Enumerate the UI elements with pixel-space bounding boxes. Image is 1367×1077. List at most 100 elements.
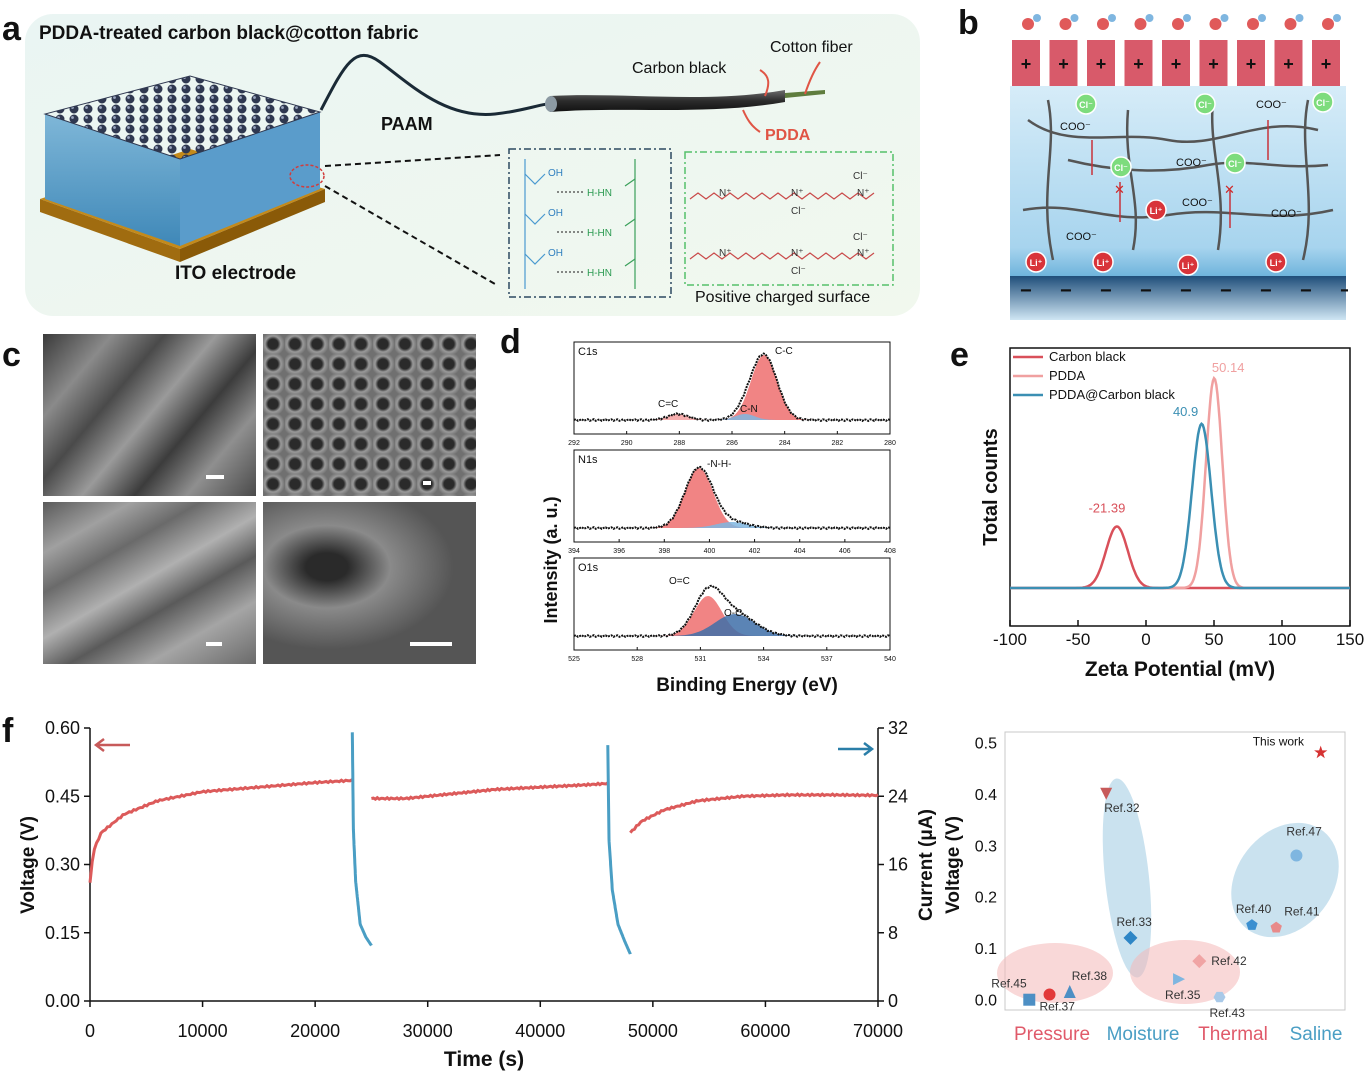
minus-sign: − [1100,280,1112,302]
n-plus-label-3: N⁺ [857,188,870,199]
comparison-point [1213,991,1226,1003]
comparison-point-label: Ref.41 [1284,905,1320,919]
f-ticks: 0 10000 20000 30000 40000 50000 60000 70000 0.00… [45,718,908,1041]
xps-c1s-subplot: C1s 292 290 288 286 284 282 280 C-C C=C C-N [568,341,896,447]
plus-sign: + [1283,54,1294,74]
zeta-legend-label: Carbon black [1049,349,1126,364]
xps-tick-label: 286 [726,440,738,447]
comparison-y-tick-label: 0.5 [975,735,997,752]
comparison-y-tick-label: 0.4 [975,787,997,804]
plus-sign: + [1058,54,1069,74]
xps-peak-label: O-C [724,608,742,619]
chloride-ion-label: Cl⁻ [1079,100,1093,110]
hhn-label-2: H-HN [587,228,612,239]
lithium-ion-label: Li⁺ [1097,258,1110,268]
zeta-curves: -21.39 50.14 40.9 [1010,360,1350,590]
zeta-tick-label: 50 [1205,630,1224,649]
comparison-point-label: Ref.45 [991,977,1027,991]
comparison-y-tick-label: 0.0 [975,993,997,1010]
f-x-tick-label: 40000 [515,1021,565,1041]
minus-sign: − [1020,280,1032,302]
pdda-chain-structure [689,192,875,260]
water-molecule [1284,18,1297,30]
cl-label-1: Cl⁻ [853,171,868,182]
category-saline: Saline [1290,1024,1343,1045]
chloride-ion [1312,91,1334,113]
minus-sign: − [1180,280,1192,302]
pdda-label: PDDA [765,127,811,144]
xps-tick-label: 398 [658,548,670,555]
comparison-point [1314,745,1328,759]
water-molecule [1134,18,1147,30]
hhn-label-3: H-HN [587,268,612,279]
block-x-2: ✕ [1224,182,1235,197]
lithium-ion [1265,251,1287,273]
minus-sign: − [1340,280,1348,302]
comparison-point-label: Ref.33 [1116,915,1152,929]
chloride-ion [1194,93,1216,115]
comparison-y-ticks: 0.0 0.1 0.2 0.3 0.4 0.5 [975,735,997,1009]
n-plus-label-4: N⁺ [719,248,732,259]
comparison-points: Ref.45 Ref.37 Ref.38 Ref.32 Ref.33 Ref.35 Ref.… [991,735,1328,1020]
sem-scale-bar-1 [206,475,224,479]
comparison-point-label: Ref.35 [1165,988,1201,1002]
right-axis-arrow [838,742,875,756]
n-plus-label-1: N⁺ [719,188,732,199]
minus-sign: − [1060,280,1072,302]
coated-fiber [545,90,825,112]
f-yr-tick-label: 0 [888,991,898,1011]
blocked-migration-arrows [1091,120,1269,228]
panel-f-comparison-chart: Voltage (V) 0.00.10.20.30.40.5 Ref.45Ref… [943,731,1346,1045]
lithium-ion [1092,251,1114,273]
chloride-ion-label: Cl⁻ [1198,100,1212,110]
xps-subplot-title: N1s [578,454,598,466]
cotton-arrow [804,61,821,95]
chloride-ion [1224,152,1246,174]
water-molecule [1209,18,1222,30]
xps-subplot-title: O1s [578,562,599,574]
coo-groups: COO⁻ COO⁻ COO⁻ COO⁻ COO⁻ COO⁻ [1060,99,1302,243]
cl-label-4: Cl⁻ [791,266,806,277]
current-line [606,745,632,955]
plus-sign: + [1208,54,1219,74]
f-yl-tick-label: 0.00 [45,991,80,1011]
chloride-ion-label: Cl⁻ [1228,159,1242,169]
f-yl-tick-label: 0.30 [45,855,80,875]
panel-e-zeta-chart: Total counts Zeta Potential (mV) -100 -50… [980,347,1364,681]
hydrogen-bond-structure [524,159,636,289]
xps-ylabel: Intensity (a. u.) [541,496,561,623]
f-x-tick-label: 60000 [740,1021,790,1041]
plus-sign: + [1246,54,1257,74]
positive-block [1087,40,1115,86]
comparison-point-label: Ref.32 [1104,801,1140,815]
chloride-ion [1075,93,1097,115]
comparison-point-label: Ref.37 [1040,1000,1076,1014]
panel-a-title: PDDA-treated carbon black@cotton fabric [39,23,419,44]
category-moisture: Moisture [1107,1024,1180,1045]
f-yl-tick-label: 0.60 [45,718,80,738]
coo-label: COO⁻ [1176,157,1207,169]
xps-tick-label: 531 [695,656,707,663]
comparison-point-label: Ref.47 [1286,825,1322,839]
zeta-plot-frame [1009,347,1351,627]
water-molecule-h [1108,14,1116,22]
panel-label-a: a [2,10,21,48]
comparison-point-label: Ref.42 [1211,954,1247,968]
left-axis-arrow [93,738,130,752]
zeta-peak-label: 50.14 [1212,360,1245,375]
paam-wire [319,54,556,116]
carbon-black-label: Carbon black [632,60,727,77]
category-pressure: Pressure [1014,1024,1090,1045]
lithium-ion-label: Li⁺ [1270,258,1283,268]
n-plus-label-5: N⁺ [791,248,804,259]
f-yl-tick-label: 0.45 [45,786,80,806]
xps-frame [573,449,891,543]
f-x-tick-label: 0 [85,1021,95,1041]
sem-image-3 [43,502,256,664]
water-molecule [1247,18,1259,30]
f-ylabel-left: Voltage (V) [18,816,39,914]
positive-block [1237,40,1265,86]
water-molecule-h [1220,14,1229,22]
comparison-point [1246,919,1258,930]
lithium-ion-label: Li⁺ [1030,258,1043,268]
